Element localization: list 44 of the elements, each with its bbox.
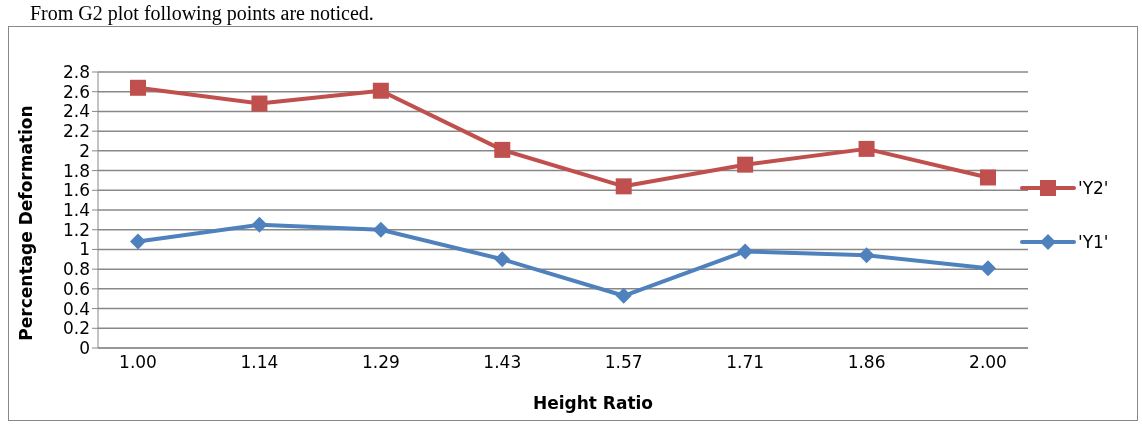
y-tick-label: 1 xyxy=(79,239,90,260)
y-tick-label: 0.4 xyxy=(62,298,90,319)
point xyxy=(737,156,754,173)
x-tick-label: 1.57 xyxy=(604,352,643,373)
y-tick-label: 1.8 xyxy=(62,160,90,181)
point xyxy=(372,221,389,238)
point xyxy=(980,169,996,186)
x-tick-label: 1.14 xyxy=(240,352,279,373)
x-tick-label: 1.29 xyxy=(361,352,400,373)
y-tick-label: 0 xyxy=(79,338,90,359)
point xyxy=(130,79,146,96)
point xyxy=(737,243,754,260)
point xyxy=(372,82,389,99)
point xyxy=(615,178,632,195)
point xyxy=(251,95,268,112)
point xyxy=(494,141,511,158)
text: From G2 plot following points are noticed. xyxy=(30,2,374,25)
point xyxy=(494,251,511,268)
y-tick-label: 1.4 xyxy=(62,200,90,221)
y-tick-label: 2.6 xyxy=(62,81,90,102)
y-axis-title: Percentage Deformation xyxy=(16,105,36,341)
y-tick-label: 0.6 xyxy=(62,278,90,299)
point xyxy=(130,233,146,250)
y-tick-label: 2.4 xyxy=(62,101,90,122)
x-tick-label: 1.86 xyxy=(847,352,886,373)
y-tick-label: 1.2 xyxy=(62,219,90,240)
y-tick-label: 0.2 xyxy=(62,318,90,339)
point xyxy=(615,287,632,304)
y-tick-label: 1.6 xyxy=(62,180,90,201)
y-tick-label: 0.8 xyxy=(62,259,90,280)
x-tick-label: 2.00 xyxy=(969,352,1007,373)
point xyxy=(858,247,875,264)
y-tick-label: 2.2 xyxy=(62,121,90,142)
y-tick-label: 2.8 xyxy=(62,62,90,83)
legend-label: 'Υ2' xyxy=(1078,178,1109,198)
point xyxy=(858,140,875,157)
point xyxy=(980,260,996,277)
x-tick-label: 1.71 xyxy=(726,352,765,373)
y-tick-label: 2 xyxy=(79,140,90,161)
x-tick-label: 1.00 xyxy=(119,352,157,373)
point xyxy=(251,216,268,233)
legend-label: 'Υ1' xyxy=(1078,232,1109,252)
x-axis-title: Height Ratio xyxy=(532,393,654,413)
x-tick-label: 1.43 xyxy=(483,352,522,373)
